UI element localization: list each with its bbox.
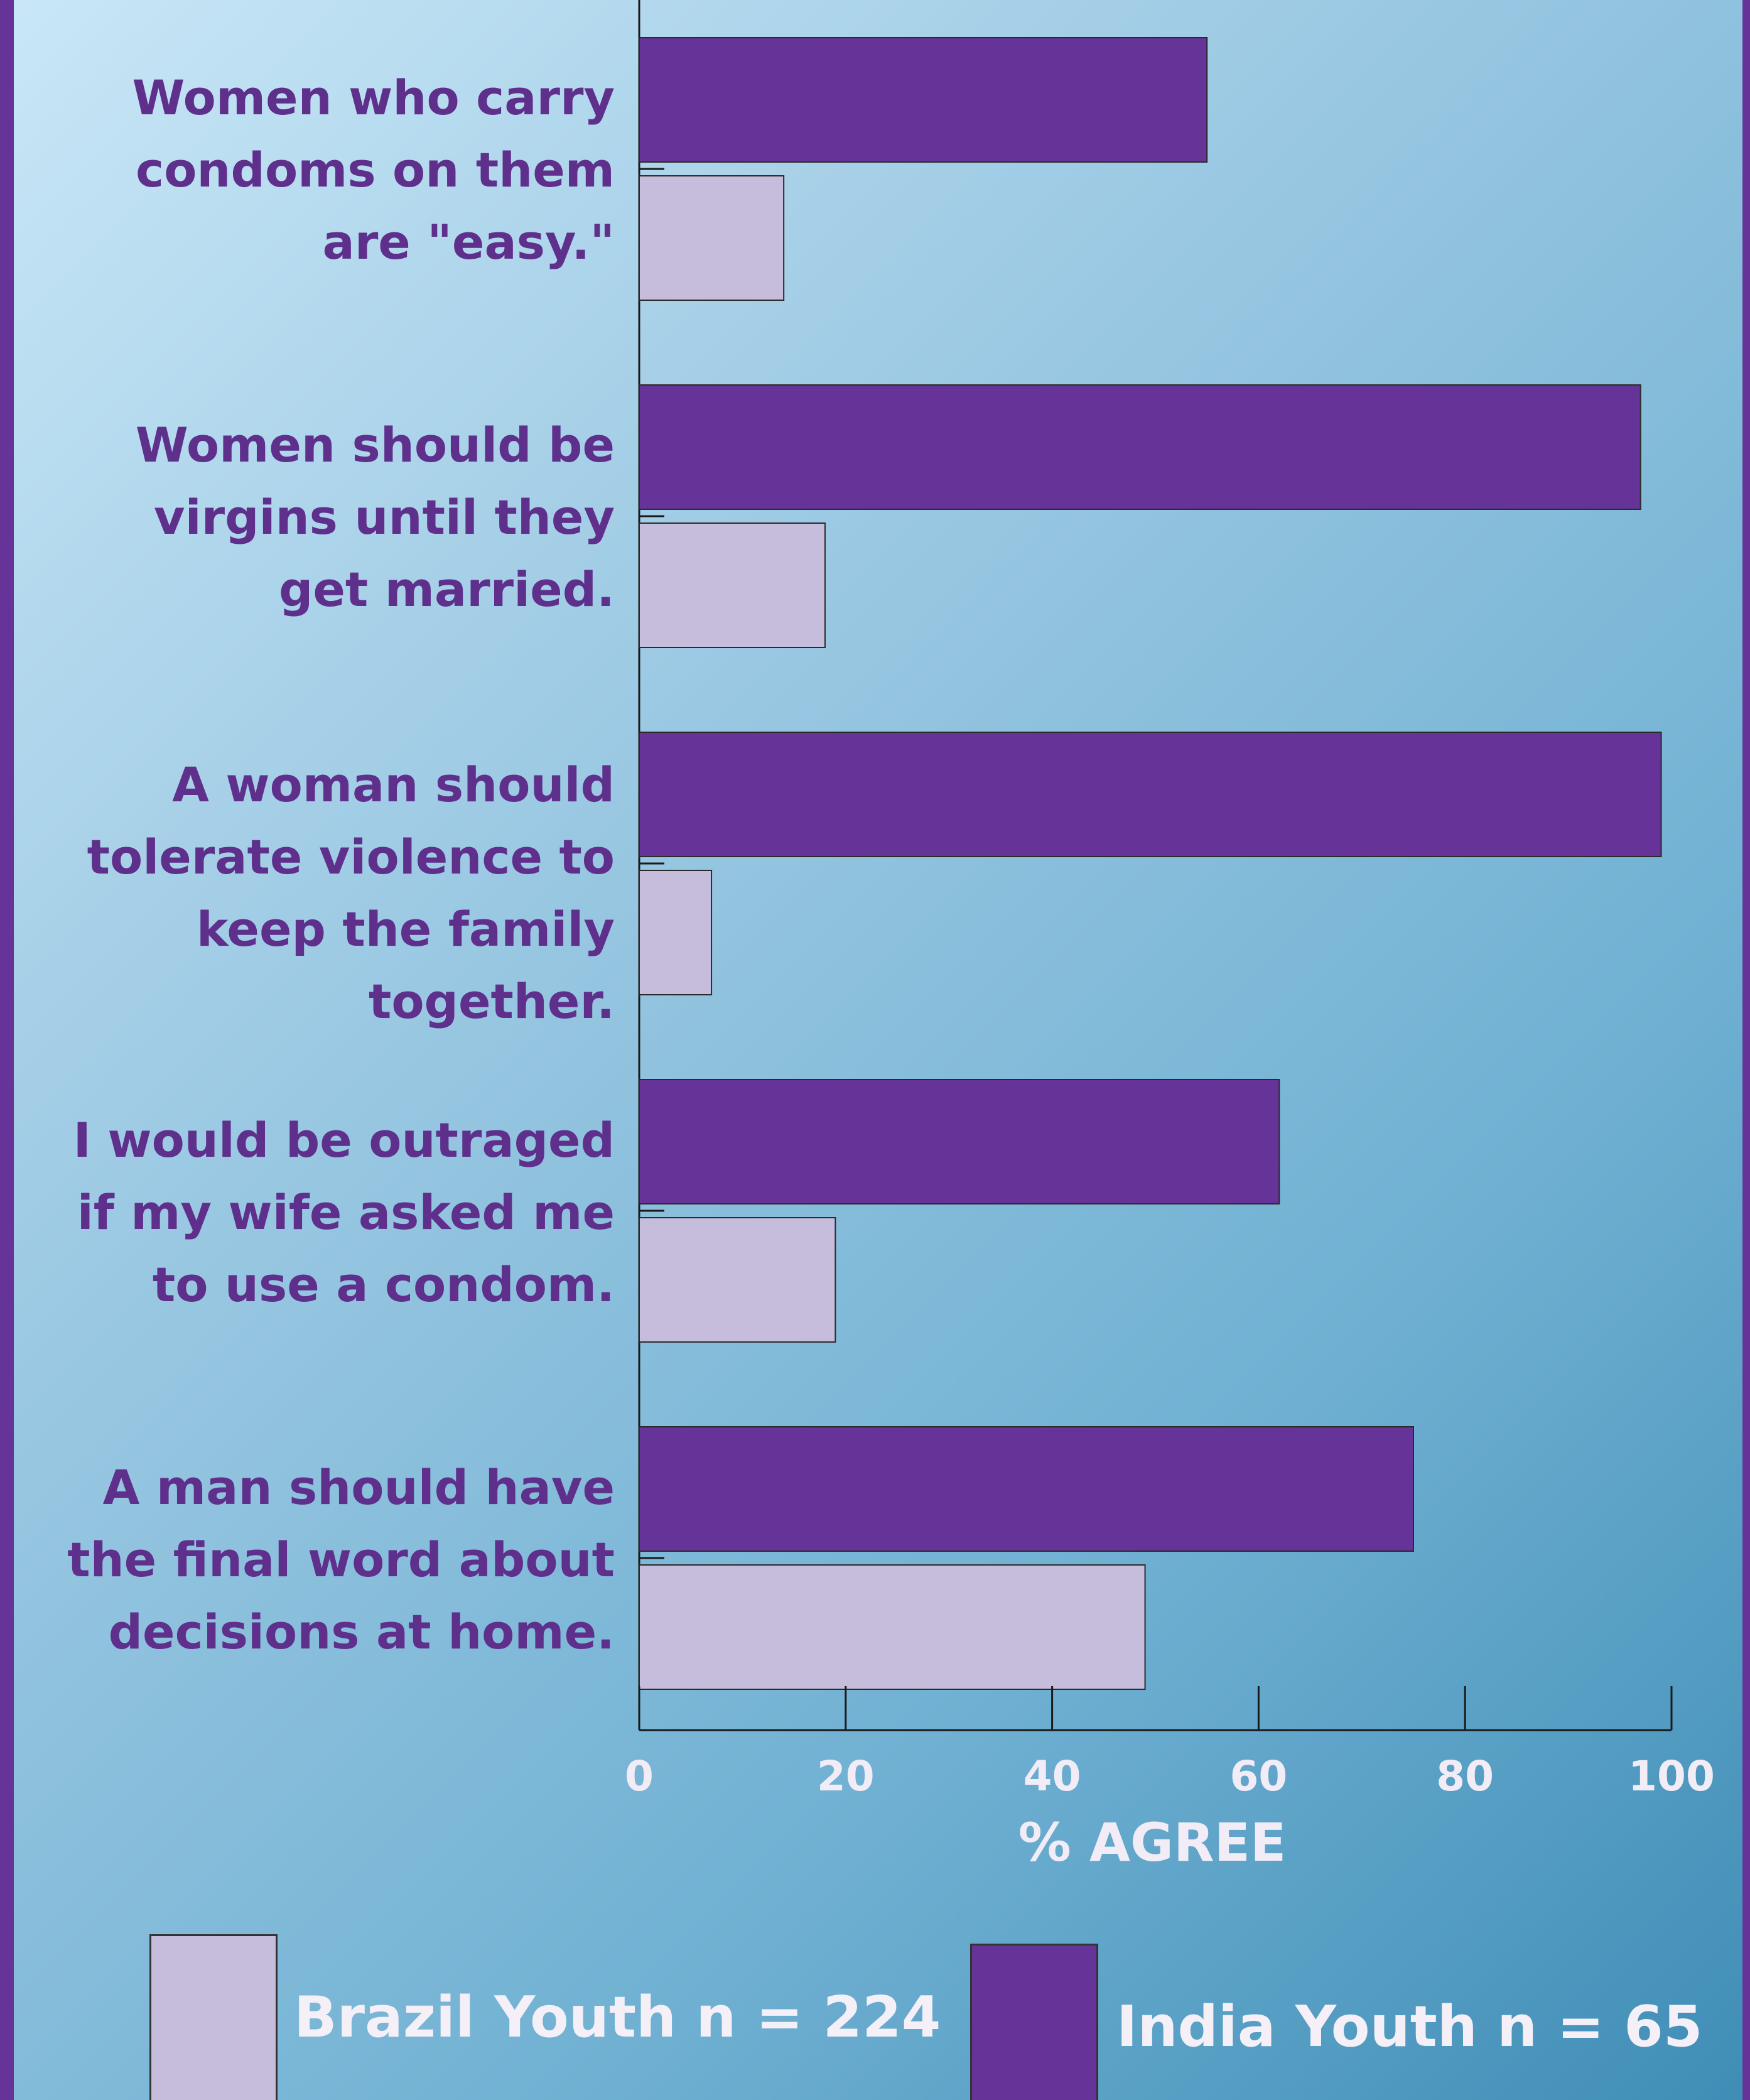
legend-label-brazil: Brazil Youth n = 224: [294, 1984, 941, 2050]
category-label-4: I would be outraged if my wife asked me …: [73, 1112, 615, 1312]
bar-india-2: [639, 384, 1641, 510]
bar-india-3: [639, 732, 1662, 857]
bar-brazil-2: [639, 522, 826, 648]
bar-brazil-3: [639, 870, 713, 995]
x-tick-label-0: 0: [625, 1752, 654, 1800]
x-tick-label-40: 40: [1023, 1752, 1081, 1800]
legend-swatch-india: [970, 1944, 1098, 2100]
category-label-5: A man should have the final word about d…: [67, 1459, 615, 1660]
x-tick-label-60: 60: [1229, 1752, 1288, 1800]
legend-label-india: India Youth n = 65: [1116, 1994, 1703, 2060]
x-tick-label-80: 80: [1436, 1752, 1494, 1800]
bar-brazil-4: [639, 1217, 836, 1343]
bar-india-4: [639, 1079, 1280, 1204]
bar-brazil-5: [639, 1564, 1146, 1690]
x-axis-title: % AGREE: [1018, 1812, 1287, 1873]
bar-india-5: [639, 1426, 1414, 1552]
bar-brazil-1: [639, 175, 785, 301]
x-tick-label-100: 100: [1628, 1752, 1715, 1800]
category-label-2: Women should be virgins until they get m…: [135, 416, 615, 617]
right-border: [1742, 0, 1750, 2100]
category-label-3: A woman should tolerate violence to keep…: [87, 757, 615, 1029]
left-border: [0, 0, 14, 2100]
bar-india-1: [639, 37, 1208, 163]
category-label-1: Women who carry condoms on them are "eas…: [132, 69, 615, 270]
legend-swatch-brazil: [149, 1934, 278, 2100]
x-tick-label-20: 20: [816, 1752, 875, 1800]
